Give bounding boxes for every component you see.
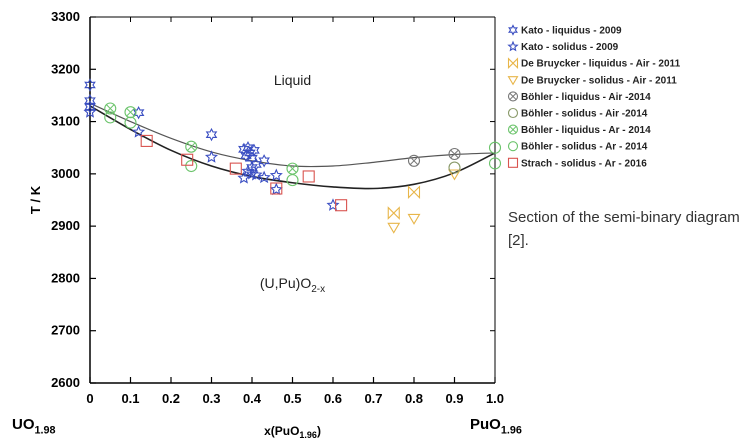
legend-label: Kato - liquidus - 2009	[521, 26, 622, 37]
data-point	[242, 141, 254, 155]
data-point	[229, 162, 242, 175]
data-point	[257, 170, 271, 184]
x-tick-label: 0.5	[283, 391, 301, 406]
solid-phase-label: (U,Pu)O2-x	[260, 275, 325, 295]
data-point	[326, 198, 340, 211]
data-point	[140, 134, 153, 147]
y-ticks: 2600 2700 2800 2900 3000 3100 3200 3300	[51, 9, 495, 390]
data-point	[185, 159, 198, 173]
data-point	[448, 161, 461, 174]
legend-label: De Bruycker - liquidus - Air - 2011	[521, 59, 681, 70]
x-tick-label: 0.1	[121, 391, 139, 406]
y-tick-label: 2800	[51, 270, 80, 285]
data-point	[124, 106, 137, 119]
legend-label: Böhler - solidus - Air -2014	[521, 109, 648, 120]
legend-marker	[507, 107, 519, 119]
x-tick-label: 0.6	[324, 391, 342, 406]
x-tick-label: 0.8	[405, 391, 423, 406]
x-tick-label: 0.4	[243, 391, 262, 406]
data-point	[488, 157, 502, 170]
legend-label: Böhler - liquidus - Ar - 2014	[521, 125, 651, 136]
data-point	[286, 162, 299, 175]
x-ticks: 0 0.1 0.2 0.3 0.4 0.5 0.6 0.7 0.8 0.9 1.0	[86, 17, 504, 406]
data-point	[302, 170, 315, 183]
data-point	[185, 140, 198, 153]
data-point	[244, 146, 256, 160]
y-tick-label: 3100	[51, 114, 80, 129]
x-tick-label: 1.0	[486, 391, 504, 406]
figure-caption: Section of the semi-binary diagram [2].	[508, 209, 740, 249]
legend-marker	[508, 24, 518, 36]
fit-curves	[89, 102, 496, 190]
legend: Kato - liquidus - 2009 Kato - solidus - 2…	[507, 24, 681, 169]
x-tick-label: 0.9	[445, 391, 463, 406]
data-point	[124, 116, 137, 129]
x-tick-label: 0.2	[162, 391, 180, 406]
x-tick-label: 0.7	[364, 391, 382, 406]
legend-marker	[507, 76, 519, 86]
data-point	[204, 150, 219, 163]
data-point	[387, 222, 401, 234]
data-point	[387, 206, 400, 220]
data-point	[84, 100, 96, 114]
data-point	[407, 213, 421, 225]
legend-marker	[507, 141, 519, 152]
data-point	[258, 154, 270, 168]
data-point	[181, 153, 194, 166]
legend-marker	[507, 124, 519, 135]
x-tick-label: 0	[86, 391, 93, 406]
legend-label: Kato - solidus - 2009	[521, 42, 619, 53]
liquid-region-label: Liquid	[274, 72, 311, 88]
y-tick-label: 2900	[51, 218, 80, 233]
data-point	[237, 171, 251, 184]
legend-label: De Bruycker - solidus - Air - 2011	[521, 75, 677, 86]
data-point	[269, 182, 283, 196]
y-tick-label: 3300	[51, 9, 80, 24]
legend-marker	[507, 57, 519, 70]
data-point	[132, 125, 146, 138]
data-point	[407, 154, 421, 167]
data-point	[269, 168, 283, 182]
x-tick-label: 0.3	[202, 391, 220, 406]
y-tick-label: 2600	[51, 375, 80, 390]
legend-marker	[507, 40, 519, 52]
y-axis-title: T / K	[28, 185, 43, 214]
data-point	[245, 167, 259, 180]
data-point	[335, 199, 348, 212]
data-point	[407, 185, 421, 199]
data-point	[205, 127, 218, 142]
x-axis-right-end-label: PuO1.96	[470, 416, 522, 437]
data-point	[238, 142, 250, 156]
x-axis-left-end-label: UO1.98	[12, 416, 56, 437]
data-points	[83, 78, 502, 234]
plot-area: 2600 2700 2800 2900 3000 3100 3200 3300 0 0.1 0.2…	[51, 9, 504, 406]
y-tick-label: 3000	[51, 166, 80, 181]
data-point	[448, 169, 461, 181]
x-axis-title: x(PuO1.96)	[264, 424, 321, 439]
data-point	[83, 105, 97, 118]
data-point	[104, 111, 117, 124]
legend-marker	[507, 157, 519, 168]
data-point	[448, 147, 461, 161]
data-point	[84, 78, 96, 92]
legend-marker	[507, 91, 519, 102]
data-point	[248, 143, 260, 157]
data-point	[286, 174, 299, 187]
legend-label: Böhler - liquidus - Air -2014	[521, 92, 651, 103]
data-point	[488, 141, 502, 154]
liquidus-fit-curve	[89, 102, 496, 168]
data-point	[249, 167, 263, 181]
data-point	[132, 106, 145, 120]
y-tick-label: 2700	[51, 323, 80, 338]
legend-label: Böhler - solidus - Ar - 2014	[521, 142, 648, 153]
legend-label: Strach - solidus - Ar - 2016	[521, 158, 647, 169]
data-point	[104, 102, 117, 115]
data-point	[270, 182, 283, 195]
solidus-fit-curve	[89, 105, 496, 190]
y-tick-label: 3200	[51, 61, 80, 76]
